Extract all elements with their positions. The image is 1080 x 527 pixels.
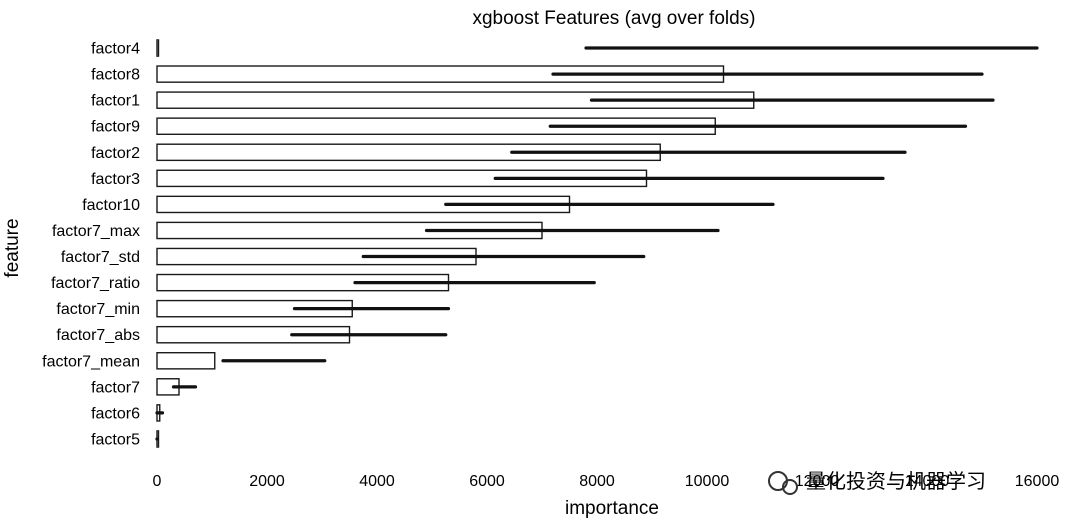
x-tick-label: 0 xyxy=(153,473,162,490)
x-tick-label: 2000 xyxy=(249,473,285,490)
y-tick-label: factor10 xyxy=(82,197,140,214)
y-tick-label: factor5 xyxy=(91,431,140,448)
y-axis-label: feature xyxy=(2,218,23,277)
x-tick-label: 16000 xyxy=(1015,473,1060,490)
y-tick-label: factor1 xyxy=(91,93,140,110)
y-tick-labels: factor4 factor8 factor1 factor9 factor2 facto… xyxy=(42,41,140,449)
wechat-icon xyxy=(768,471,788,491)
wechat-icon-small-bubble xyxy=(782,479,798,495)
x-tick-label: 14000 xyxy=(905,473,950,490)
x-tick-label: 8000 xyxy=(579,473,615,490)
y-tick-label: factor7_min xyxy=(56,301,140,318)
bar-factor4 xyxy=(156,39,160,57)
x-axis-label: importance xyxy=(565,498,659,519)
x-tick-labels: 0 2000 4000 6000 8000 10000 12000 14000 16000 xyxy=(153,473,1060,490)
bar-factor7_mean xyxy=(156,352,216,370)
x-tick-label: 10000 xyxy=(685,473,730,490)
x-tick-label: 4000 xyxy=(359,473,395,490)
x-tick-label: 12000 xyxy=(795,473,840,490)
y-tick-label: factor7 xyxy=(91,379,140,396)
y-tick-label: factor3 xyxy=(91,171,140,188)
y-tick-label: factor7_abs xyxy=(56,327,140,344)
y-tick-label: factor7_std xyxy=(61,249,140,266)
y-tick-label: factor8 xyxy=(91,67,140,84)
y-tick-label: factor7_max xyxy=(52,223,140,240)
x-tick-label: 6000 xyxy=(469,473,505,490)
y-tick-label: factor4 xyxy=(91,41,140,58)
y-tick-label: factor9 xyxy=(91,119,140,136)
error-bar-factor5 xyxy=(155,437,159,441)
error-bars-group xyxy=(155,46,1039,441)
y-tick-label: factor7_ratio xyxy=(51,275,140,292)
y-tick-label: factor7_mean xyxy=(42,353,140,370)
y-tick-label: factor6 xyxy=(91,405,140,422)
watermark-text: 量化投资与机器学习 xyxy=(806,470,986,493)
watermark: 量化投资与机器学习 xyxy=(768,470,986,495)
bars-group xyxy=(156,39,755,448)
chart-title: xgboost Features (avg over folds) xyxy=(472,8,755,29)
y-tick-label: factor2 xyxy=(91,145,140,162)
